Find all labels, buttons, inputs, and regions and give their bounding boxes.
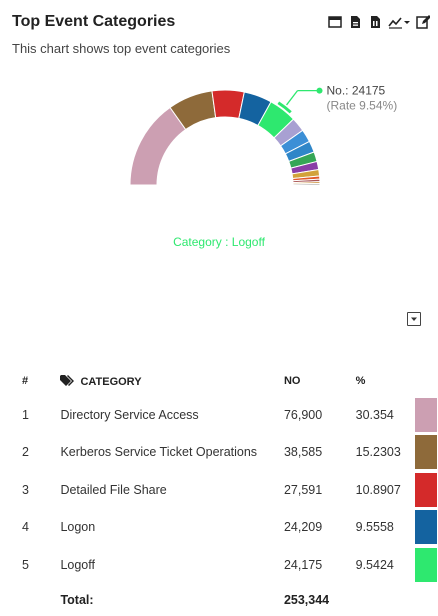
category-table: # CATEGORY NO % 1 Directory Service Acces… [12, 366, 438, 616]
col-pct-header: % [355, 375, 366, 387]
slice-highlight [277, 101, 292, 114]
tooltip-value: No.: 24175 [327, 84, 386, 98]
csv-icon[interactable] [368, 15, 382, 29]
chart-subtitle: This chart shows top event categories [12, 41, 231, 56]
row-index: 1 [22, 407, 29, 422]
row-count: 24,209 [283, 520, 323, 535]
dropdown-menu-button[interactable] [407, 312, 421, 326]
row-percent: 30.354 [355, 407, 394, 422]
tooltip-connector [286, 90, 299, 106]
col-index-header: # [22, 375, 29, 387]
total-value: 253,344 [283, 592, 330, 607]
table-row[interactable]: 3 Detailed File Share 27,591 10.8907 [12, 471, 438, 509]
tooltip-rate: (Rate 9.54%) [327, 99, 398, 113]
table-header: # CATEGORY NO % [12, 366, 438, 396]
row-index: 4 [22, 520, 29, 535]
chart-type-icon[interactable] [388, 15, 410, 29]
category-header-label: CATEGORY [80, 375, 142, 388]
row-count: 24,175 [283, 557, 323, 572]
page-title: Top Event Categories [12, 13, 176, 30]
row-count: 76,900 [283, 407, 323, 422]
table-row[interactable]: 1 Directory Service Access 76,900 30.354 [12, 396, 438, 434]
row-percent: 10.8907 [355, 482, 401, 497]
table-total-row: Total: 253,344 [12, 584, 438, 616]
table-row[interactable]: 2 Kerberos Service Ticket Operations 38,58… [12, 434, 438, 472]
row-index: 5 [22, 557, 29, 572]
tag-icon [60, 374, 75, 386]
selected-category-label: Category : Logoff [173, 235, 265, 249]
pdf-icon[interactable] [348, 15, 362, 29]
row-count: 38,585 [283, 445, 323, 460]
row-category: Logoff [60, 557, 95, 572]
row-category: Directory Service Access [60, 407, 199, 422]
row-category: Kerberos Service Ticket Operations [60, 445, 258, 460]
table-row[interactable]: 4 Logon 24,209 9.5558 [12, 509, 438, 547]
row-count: 27,591 [283, 482, 323, 497]
toolbar [328, 15, 430, 29]
table-row[interactable]: 5 Logoff 24,175 9.5424 [12, 546, 438, 584]
chevron-down-icon [411, 317, 417, 321]
row-color-swatch [414, 510, 437, 545]
col-no-header: NO [283, 375, 301, 387]
slice-directory-service-access[interactable] [129, 106, 187, 186]
row-category: Detailed File Share [60, 482, 167, 497]
col-category-header: CATEGORY [59, 366, 283, 396]
edit-icon[interactable] [416, 15, 430, 29]
row-percent: 9.5424 [355, 557, 394, 572]
row-percent: 9.5558 [355, 520, 394, 535]
half-donut-chart: No.: 24175 (Rate 9.54%) [129, 84, 398, 186]
row-color-swatch [414, 547, 437, 582]
tooltip-dot [316, 87, 323, 94]
row-color-swatch [414, 397, 437, 432]
row-color-swatch [414, 472, 437, 507]
row-percent: 15.2303 [355, 445, 401, 460]
window-icon[interactable] [328, 15, 342, 29]
row-index: 2 [22, 445, 29, 460]
row-category: Logon [60, 520, 96, 535]
slice-other-10[interactable] [292, 182, 321, 186]
row-color-swatch [414, 435, 437, 470]
row-index: 3 [22, 482, 29, 497]
total-label: Total: [60, 592, 94, 607]
